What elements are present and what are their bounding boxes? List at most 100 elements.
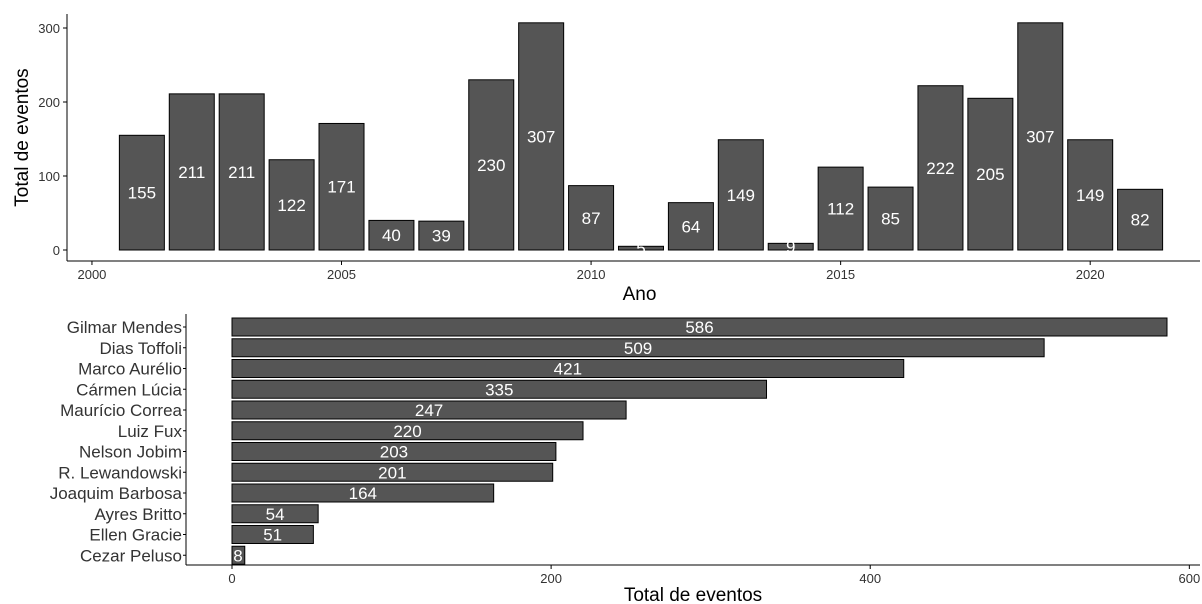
data-label-2010: 87 xyxy=(582,209,601,228)
top-data-labels: 155 211 211 122 171 40 39 230 307 87 5 64 149 9 112 85 2… xyxy=(128,127,1150,258)
data-label-2006: 40 xyxy=(382,226,401,245)
data-label-2001: 155 xyxy=(128,184,156,203)
category-label: R. Lewandowski xyxy=(58,463,182,482)
bar-row xyxy=(231,338,1045,358)
category-label: Cezar Peluso xyxy=(80,546,182,565)
x-axis-title: Ano xyxy=(623,284,657,305)
x-tick-label: 600 xyxy=(1178,571,1200,586)
y-tick-label: 200 xyxy=(38,95,60,110)
data-label: 8 xyxy=(233,546,242,565)
bottom-bars xyxy=(231,317,1168,565)
bar-2019 xyxy=(1017,22,1064,251)
bar-row xyxy=(231,421,584,441)
bar-2020 xyxy=(1067,139,1114,251)
bar-2002 xyxy=(168,93,215,251)
x-tick-label: 0 xyxy=(228,571,235,586)
category-label: Maurício Correa xyxy=(60,401,182,420)
category-label: Ayres Britto xyxy=(94,505,182,524)
x-tick-label: 2010 xyxy=(577,267,606,282)
data-label-2016: 85 xyxy=(881,210,900,229)
category-label: Marco Aurélio xyxy=(78,360,182,379)
data-label: 54 xyxy=(266,505,285,524)
bar-2010 xyxy=(568,185,615,251)
bar-2012 xyxy=(667,202,714,251)
bar-2016 xyxy=(867,186,914,251)
x-tick-label: 2005 xyxy=(327,267,356,282)
category-label: Luiz Fux xyxy=(118,422,183,441)
bar-2006 xyxy=(368,219,415,251)
bar-2004 xyxy=(268,159,315,251)
data-label-2015: 112 xyxy=(827,200,854,219)
data-label: 247 xyxy=(415,401,443,420)
bar-2009 xyxy=(518,22,565,251)
data-label-2017: 222 xyxy=(926,159,954,178)
data-label: 164 xyxy=(349,484,377,503)
bar-2011 xyxy=(617,245,664,251)
bar-row xyxy=(231,317,1168,337)
bar-row xyxy=(231,359,905,378)
bar-2014 xyxy=(767,242,814,251)
bar-2015 xyxy=(817,166,864,251)
x-axis-ticks: 0 200 400 600 xyxy=(228,565,1200,586)
data-label-2013: 149 xyxy=(727,186,755,205)
data-label-2021: 82 xyxy=(1131,211,1150,230)
bar-2008 xyxy=(468,79,515,251)
bar-row xyxy=(231,483,495,503)
y-tick-label: 300 xyxy=(38,21,60,36)
y-axis-ticks: 0 100 200 300 xyxy=(38,21,67,258)
data-label-2003: 211 xyxy=(228,163,255,182)
data-label: 51 xyxy=(263,526,282,545)
category-labels: Gilmar Mendes Dias Toffoli Marco AurélioCá… xyxy=(50,318,186,565)
bar-row xyxy=(231,442,557,461)
data-label-2007: 39 xyxy=(432,227,451,246)
x-axis-ticks: 2000 2005 2010 2015 2020 xyxy=(77,261,1105,282)
x-axis-title: Total de eventos xyxy=(624,585,762,604)
bar-2007 xyxy=(418,220,465,251)
category-label: Ellen Gracie xyxy=(89,526,182,545)
bar-2005 xyxy=(318,122,365,251)
data-label-2019: 307 xyxy=(1026,127,1054,146)
bar-2013 xyxy=(717,139,764,251)
x-tick-label: 200 xyxy=(540,571,562,586)
bar-row xyxy=(231,504,319,524)
bar-2017 xyxy=(917,85,964,251)
data-label-2011: 5 xyxy=(636,239,645,258)
data-label: 220 xyxy=(393,422,421,441)
x-tick-label: 2000 xyxy=(77,267,106,282)
data-label-2004: 122 xyxy=(277,196,305,215)
category-label: Gilmar Mendes xyxy=(67,318,182,337)
y-tick-label: 100 xyxy=(38,169,60,184)
data-label-2009: 307 xyxy=(527,127,555,146)
x-tick-label: 2015 xyxy=(826,267,855,282)
category-label: Dias Toffoli xyxy=(99,339,182,358)
bar-2018 xyxy=(967,97,1014,251)
category-label: Joaquim Barbosa xyxy=(50,484,183,503)
y-axis-title: Total de eventos xyxy=(12,68,33,206)
data-label-2008: 230 xyxy=(477,156,505,175)
y-tick-label: 0 xyxy=(53,243,60,258)
data-label: 586 xyxy=(685,318,713,337)
category-label: Cármen Lúcia xyxy=(76,380,182,399)
data-label-2014: 9 xyxy=(786,238,795,257)
bar-2021 xyxy=(1117,188,1164,251)
chart-events-by-year: 155 211 211 122 171 40 39 230 307 87 5 64 149 9 112 85 2… xyxy=(12,14,1200,305)
data-label-2005: 171 xyxy=(327,178,355,197)
bar-row xyxy=(231,400,627,420)
data-label-2020: 149 xyxy=(1076,186,1104,205)
x-tick-label: 400 xyxy=(859,571,881,586)
data-label-2018: 205 xyxy=(976,165,1004,184)
bar-row xyxy=(231,525,314,544)
data-label-2012: 64 xyxy=(681,217,700,236)
data-label: 335 xyxy=(485,380,513,399)
data-label: 509 xyxy=(624,339,652,358)
x-tick-label: 2020 xyxy=(1076,267,1105,282)
bar-row xyxy=(231,379,768,399)
data-label: 201 xyxy=(378,463,406,482)
top-bars xyxy=(118,22,1164,251)
category-label: Nelson Jobim xyxy=(79,443,182,462)
bar-row xyxy=(231,462,554,482)
bar-2003 xyxy=(218,93,265,251)
data-label: 203 xyxy=(380,443,408,462)
